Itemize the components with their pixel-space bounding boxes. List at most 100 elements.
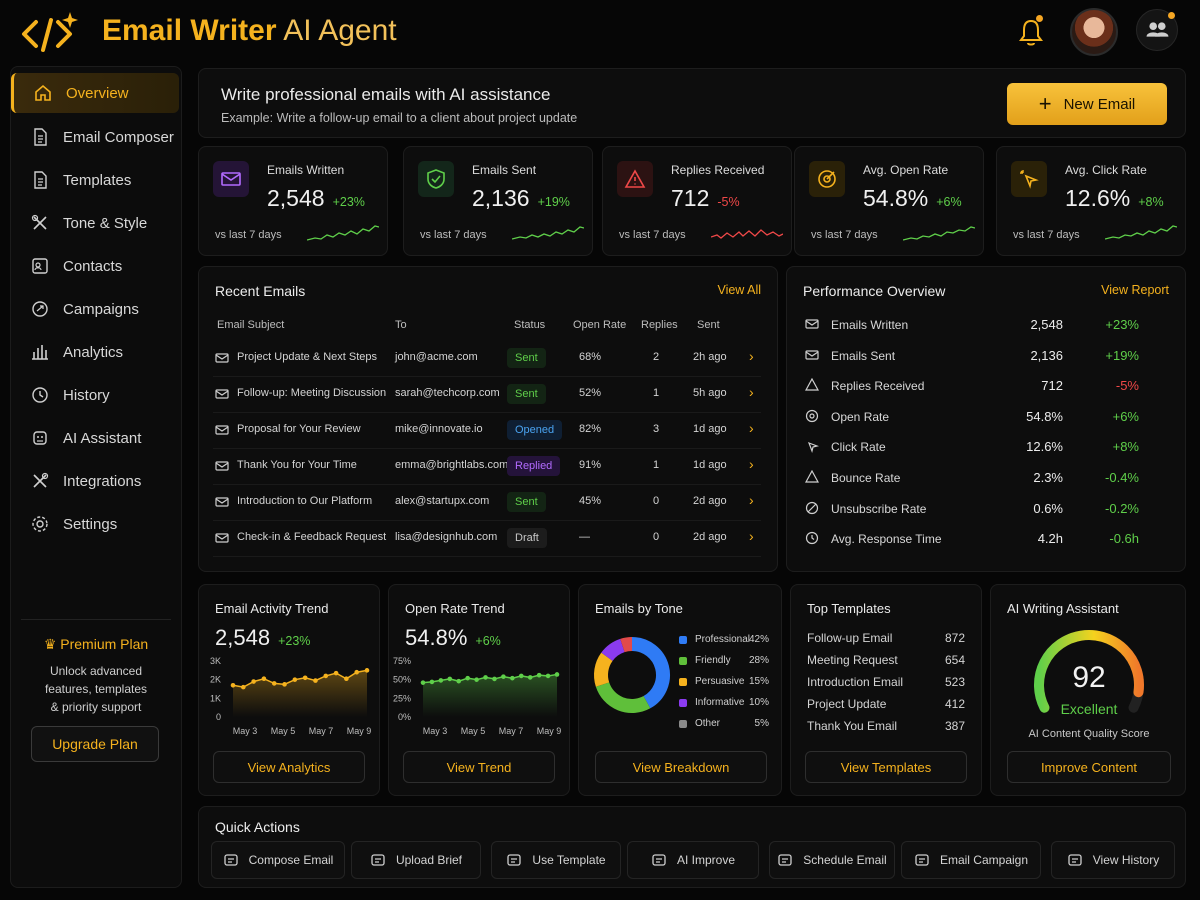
mail-icon bbox=[215, 533, 229, 543]
sidebar-item-integrations[interactable]: Integrations bbox=[11, 461, 179, 501]
template-name: Project Update bbox=[807, 697, 887, 711]
sidebar-item-contacts[interactable]: Contacts bbox=[11, 246, 179, 286]
performance-row: Emails Sent 2,136 +19% bbox=[801, 342, 1153, 372]
email-replies: 2 bbox=[653, 351, 660, 363]
legend-value: 10% bbox=[748, 697, 769, 708]
view-all-link[interactable]: View All bbox=[717, 283, 761, 297]
cursor-click-icon bbox=[1020, 170, 1039, 189]
stat-change: +19% bbox=[537, 195, 570, 209]
chevron-right-icon[interactable]: › bbox=[749, 348, 754, 364]
table-row[interactable]: Introduction to Our Platform alex@startup… bbox=[213, 485, 761, 521]
col-header-replies: Replies bbox=[641, 319, 678, 331]
new-email-button[interactable]: + New Email bbox=[1007, 83, 1167, 125]
email-replies: 0 bbox=[653, 495, 660, 507]
quick-action-label: View History bbox=[1092, 853, 1160, 867]
premium-description: Unlock advanced features, templates & pr… bbox=[21, 662, 171, 716]
sidebar-item-tone-style[interactable]: Tone & Style bbox=[11, 203, 179, 243]
template-name: Meeting Request bbox=[807, 653, 898, 667]
stat-footnote: vs last 7 days bbox=[811, 229, 878, 241]
sidebar-item-history[interactable]: History bbox=[11, 375, 179, 415]
stat-label: Emails Sent bbox=[472, 163, 537, 177]
upload-icon bbox=[371, 854, 385, 866]
view-analytics-button[interactable]: View Analytics bbox=[213, 751, 365, 783]
stat-card-emails-sent[interactable]: Emails Sent 2,136 +19% vs last 7 days bbox=[403, 146, 593, 256]
stat-number: 712 bbox=[671, 185, 710, 211]
quick-action-upload-brief[interactable]: Upload Brief bbox=[351, 841, 481, 879]
table-row[interactable]: Check-in & Feedback Request lisa@designhu… bbox=[213, 521, 761, 557]
template-row[interactable]: Thank You Email 387 bbox=[807, 719, 965, 741]
target-icon bbox=[818, 170, 836, 188]
quick-action-compose-email[interactable]: Compose Email bbox=[211, 841, 345, 879]
sidebar-item-settings[interactable]: Settings bbox=[11, 504, 179, 544]
view-templates-button[interactable]: View Templates bbox=[805, 751, 967, 783]
email-open-rate: 68% bbox=[579, 351, 602, 363]
sidebar-item-label: Email Composer bbox=[63, 128, 174, 146]
view-trend-button[interactable]: View Trend bbox=[403, 751, 555, 783]
template-row[interactable]: Project Update 412 bbox=[807, 697, 965, 719]
bell-icon[interactable] bbox=[1015, 16, 1047, 48]
data-point bbox=[364, 668, 370, 673]
upgrade-plan-button[interactable]: Upgrade Plan bbox=[31, 726, 159, 762]
x-tick-label: May 9 bbox=[537, 726, 562, 736]
performance-change: -0.6h bbox=[1109, 531, 1139, 547]
template-row[interactable]: Meeting Request 654 bbox=[807, 653, 965, 675]
table-row[interactable]: Project Update & Next Steps john@acme.com… bbox=[213, 341, 761, 377]
legend-label: Persuasive bbox=[695, 676, 745, 687]
col-header-open-rate: Open Rate bbox=[573, 319, 627, 331]
user-avatar[interactable] bbox=[1070, 8, 1118, 56]
col-header-to: To bbox=[395, 319, 407, 331]
stat-card-emails-written[interactable]: Emails Written 2,548 +23% vs last 7 days bbox=[198, 146, 388, 256]
improve-content-button[interactable]: Improve Content bbox=[1007, 751, 1171, 783]
chevron-right-icon[interactable]: › bbox=[749, 420, 754, 436]
stat-icon-box bbox=[809, 161, 845, 197]
stat-change: +23% bbox=[332, 195, 365, 209]
table-row[interactable]: Follow-up: Meeting Discussion sarah@techc… bbox=[213, 377, 761, 413]
stat-card-avg-click-rate[interactable]: Avg. Click Rate 12.6% +8% vs last 7 days bbox=[996, 146, 1186, 256]
sidebar-item-label: AI Assistant bbox=[63, 429, 142, 447]
y-tick-label: 2K bbox=[210, 675, 221, 685]
chevron-right-icon[interactable]: › bbox=[749, 492, 754, 508]
sidebar-item-ai-assistant[interactable]: AI Assistant bbox=[11, 418, 179, 458]
stat-footnote: vs last 7 days bbox=[215, 229, 282, 241]
quick-action-email-campaign[interactable]: Email Campaign bbox=[901, 841, 1041, 879]
view-report-link[interactable]: View Report bbox=[1101, 283, 1169, 297]
view-breakdown-button[interactable]: View Breakdown bbox=[595, 751, 767, 783]
compose-icon bbox=[223, 854, 238, 866]
template-row[interactable]: Follow-up Email 872 bbox=[807, 631, 965, 653]
y-tick-label: 0 bbox=[216, 712, 221, 722]
quick-action-view-history[interactable]: View History bbox=[1051, 841, 1175, 879]
sidebar-item-label: Tone & Style bbox=[63, 214, 148, 232]
sidebar-item-overview[interactable]: Overview bbox=[11, 73, 179, 113]
stat-card-avg-open-rate[interactable]: Avg. Open Rate 54.8% +6% vs last 7 days bbox=[794, 146, 984, 256]
sparkline bbox=[711, 229, 783, 239]
mail-icon bbox=[221, 172, 241, 186]
stat-card-replies-received[interactable]: Replies Received 712 -5% vs last 7 days bbox=[602, 146, 792, 256]
chevron-right-icon[interactable]: › bbox=[749, 384, 754, 400]
email-sent-time: 1d ago bbox=[693, 423, 727, 435]
template-count: 523 bbox=[944, 675, 965, 689]
data-point bbox=[554, 672, 560, 677]
sidebar-item-email-composer[interactable]: Email Composer bbox=[11, 117, 179, 157]
sparkline bbox=[512, 226, 584, 240]
template-row[interactable]: Introduction Email 523 bbox=[807, 675, 965, 697]
premium-title: ♛ Premium Plan bbox=[21, 636, 171, 653]
chevron-right-icon[interactable]: › bbox=[749, 456, 754, 472]
email-recipient: alex@startupx.com bbox=[395, 495, 490, 507]
table-row[interactable]: Thank You for Your Time emma@brightlabs.c… bbox=[213, 449, 761, 485]
sidebar-item-analytics[interactable]: Analytics bbox=[11, 332, 179, 372]
quick-action-schedule-email[interactable]: Schedule Email bbox=[769, 841, 895, 879]
sidebar-item-templates[interactable]: Templates bbox=[11, 160, 179, 200]
campaign-icon bbox=[32, 301, 48, 317]
notification-dot bbox=[1036, 15, 1043, 22]
sidebar-item-campaigns[interactable]: Campaigns bbox=[11, 289, 179, 329]
performance-change: +23% bbox=[1105, 317, 1139, 332]
chevron-right-icon[interactable]: › bbox=[749, 528, 754, 544]
legend-swatch bbox=[679, 699, 687, 707]
col-header-sent: Sent bbox=[697, 319, 720, 331]
email-sent-time: 2h ago bbox=[693, 351, 727, 363]
performance-label: Emails Written bbox=[831, 318, 909, 332]
table-row[interactable]: Proposal for Your Review mike@innovate.io… bbox=[213, 413, 761, 449]
quick-action-ai-improve[interactable]: AI Improve bbox=[627, 841, 759, 879]
quick-action-use-template[interactable]: Use Template bbox=[491, 841, 621, 879]
stat-number: 2,136 bbox=[472, 185, 530, 211]
